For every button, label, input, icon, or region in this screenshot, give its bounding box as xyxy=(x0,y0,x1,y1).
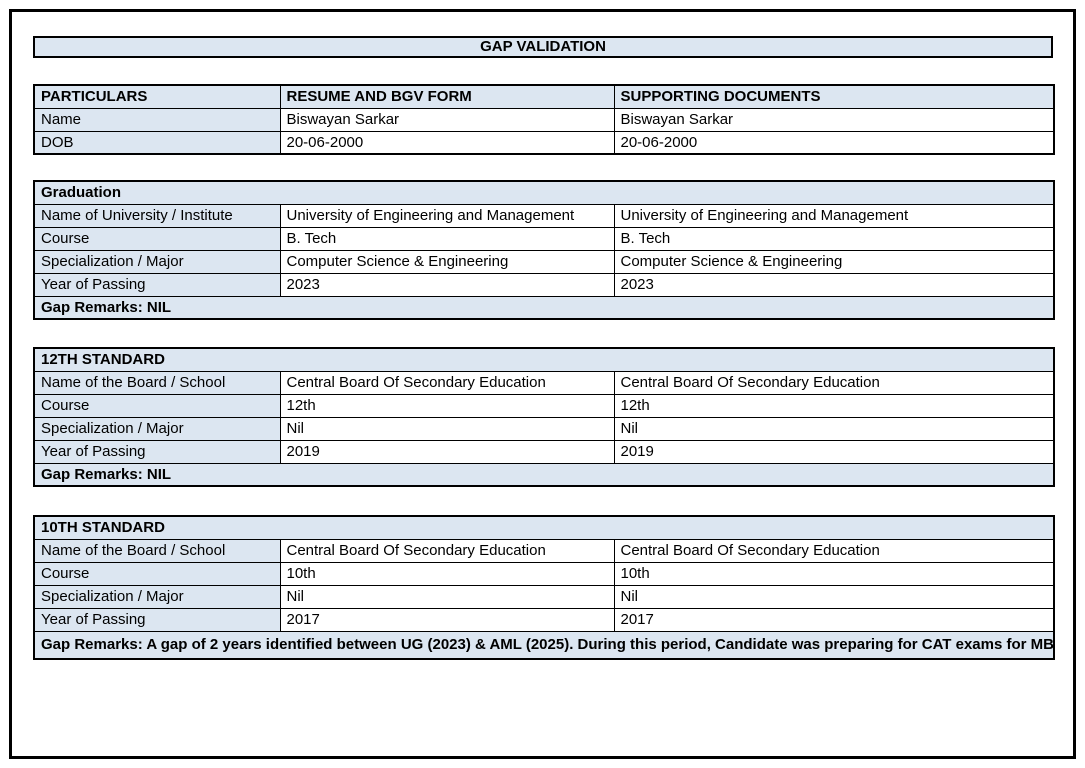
supporting-value: 2019 xyxy=(613,439,1055,464)
row-label: Name xyxy=(33,107,281,132)
resume-value: Biswayan Sarkar xyxy=(279,107,615,132)
resume-value: University of Engineering and Management xyxy=(279,203,615,228)
resume-value: B. Tech xyxy=(279,226,615,251)
resume-value: Central Board Of Secondary Education xyxy=(279,370,615,395)
row-label: Specialization / Major xyxy=(33,249,281,274)
section-title: Graduation xyxy=(33,180,1055,205)
table-row: Year of Passing 2019 2019 xyxy=(33,439,1055,464)
supporting-value: B. Tech xyxy=(613,226,1055,251)
row-label: Name of University / Institute xyxy=(33,203,281,228)
table-row: Name of the Board / School Central Board… xyxy=(33,538,1055,563)
supporting-value: Nil xyxy=(613,416,1055,441)
table-row: Specialization / Major Nil Nil xyxy=(33,416,1055,441)
supporting-value: Biswayan Sarkar xyxy=(613,107,1055,132)
row-label: Course xyxy=(33,393,281,418)
resume-value: Nil xyxy=(279,416,615,441)
column-header-supporting: SUPPORTING DOCUMENTS xyxy=(613,84,1055,109)
row-label: DOB xyxy=(33,130,281,155)
row-label: Year of Passing xyxy=(33,439,281,464)
section-header-row: 10TH STANDARD xyxy=(33,515,1055,540)
row-label: Year of Passing xyxy=(33,272,281,297)
document-title: GAP VALIDATION xyxy=(33,36,1053,58)
supporting-value: 2023 xyxy=(613,272,1055,297)
resume-value: 20-06-2000 xyxy=(279,130,615,155)
resume-value: 2017 xyxy=(279,607,615,632)
10th-standard-table: 10TH STANDARD Name of the Board / School… xyxy=(33,515,1055,660)
gap-remarks: Gap Remarks: A gap of 2 years identified… xyxy=(33,630,1055,659)
supporting-value: Computer Science & Engineering xyxy=(613,249,1055,274)
row-label: Course xyxy=(33,226,281,251)
gap-remarks-row: Gap Remarks: NIL xyxy=(33,462,1055,487)
table-row: Name Biswayan Sarkar Biswayan Sarkar xyxy=(33,107,1055,132)
supporting-value: Central Board Of Secondary Education xyxy=(613,370,1055,395)
row-label: Specialization / Major xyxy=(33,584,281,609)
supporting-value: 20-06-2000 xyxy=(613,130,1055,155)
table-row: DOB 20-06-2000 20-06-2000 xyxy=(33,130,1055,155)
gap-remarks-row: Gap Remarks: NIL xyxy=(33,295,1055,320)
row-label: Name of the Board / School xyxy=(33,538,281,563)
12th-standard-table: 12TH STANDARD Name of the Board / School… xyxy=(33,347,1055,487)
supporting-value: Nil xyxy=(613,584,1055,609)
row-label: Year of Passing xyxy=(33,607,281,632)
resume-value: 2019 xyxy=(279,439,615,464)
gap-remarks: Gap Remarks: NIL xyxy=(33,462,1055,487)
row-label: Name of the Board / School xyxy=(33,370,281,395)
gap-remarks-row: Gap Remarks: A gap of 2 years identified… xyxy=(33,630,1055,659)
header-row: PARTICULARS RESUME AND BGV FORM SUPPORTI… xyxy=(33,84,1055,109)
resume-value: 2023 xyxy=(279,272,615,297)
table-row: Name of the Board / School Central Board… xyxy=(33,370,1055,395)
resume-value: Nil xyxy=(279,584,615,609)
table-row: Course 12th 12th xyxy=(33,393,1055,418)
supporting-value: 12th xyxy=(613,393,1055,418)
section-title: 12TH STANDARD xyxy=(33,347,1055,372)
section-header-row: 12TH STANDARD xyxy=(33,347,1055,372)
graduation-table: Graduation Name of University / Institut… xyxy=(33,180,1056,320)
column-header-resume: RESUME AND BGV FORM xyxy=(279,84,615,109)
table-row: Year of Passing 2017 2017 xyxy=(33,607,1055,632)
column-header-particulars: PARTICULARS xyxy=(33,84,281,109)
row-label: Course xyxy=(33,561,281,586)
row-label: Specialization / Major xyxy=(33,416,281,441)
table-row: Year of Passing 2023 2023 xyxy=(33,272,1055,297)
supporting-value: Central Board Of Secondary Education xyxy=(613,538,1055,563)
section-title: 10TH STANDARD xyxy=(33,515,1055,540)
table-row: Specialization / Major Computer Science … xyxy=(33,249,1055,274)
resume-value: 12th xyxy=(279,393,615,418)
particulars-table: PARTICULARS RESUME AND BGV FORM SUPPORTI… xyxy=(33,84,1055,155)
supporting-value: 10th xyxy=(613,561,1055,586)
table-row: Course B. Tech B. Tech xyxy=(33,226,1055,251)
gap-remarks: Gap Remarks: NIL xyxy=(33,295,1055,320)
supporting-value: University of Engineering and Management xyxy=(613,203,1055,228)
resume-value: 10th xyxy=(279,561,615,586)
resume-value: Central Board Of Secondary Education xyxy=(279,538,615,563)
section-header-row: Graduation xyxy=(33,180,1055,205)
table-row: Specialization / Major Nil Nil xyxy=(33,584,1055,609)
resume-value: Computer Science & Engineering xyxy=(279,249,615,274)
table-row: Name of University / Institute Universit… xyxy=(33,203,1055,228)
table-row: Course 10th 10th xyxy=(33,561,1055,586)
supporting-value: 2017 xyxy=(613,607,1055,632)
